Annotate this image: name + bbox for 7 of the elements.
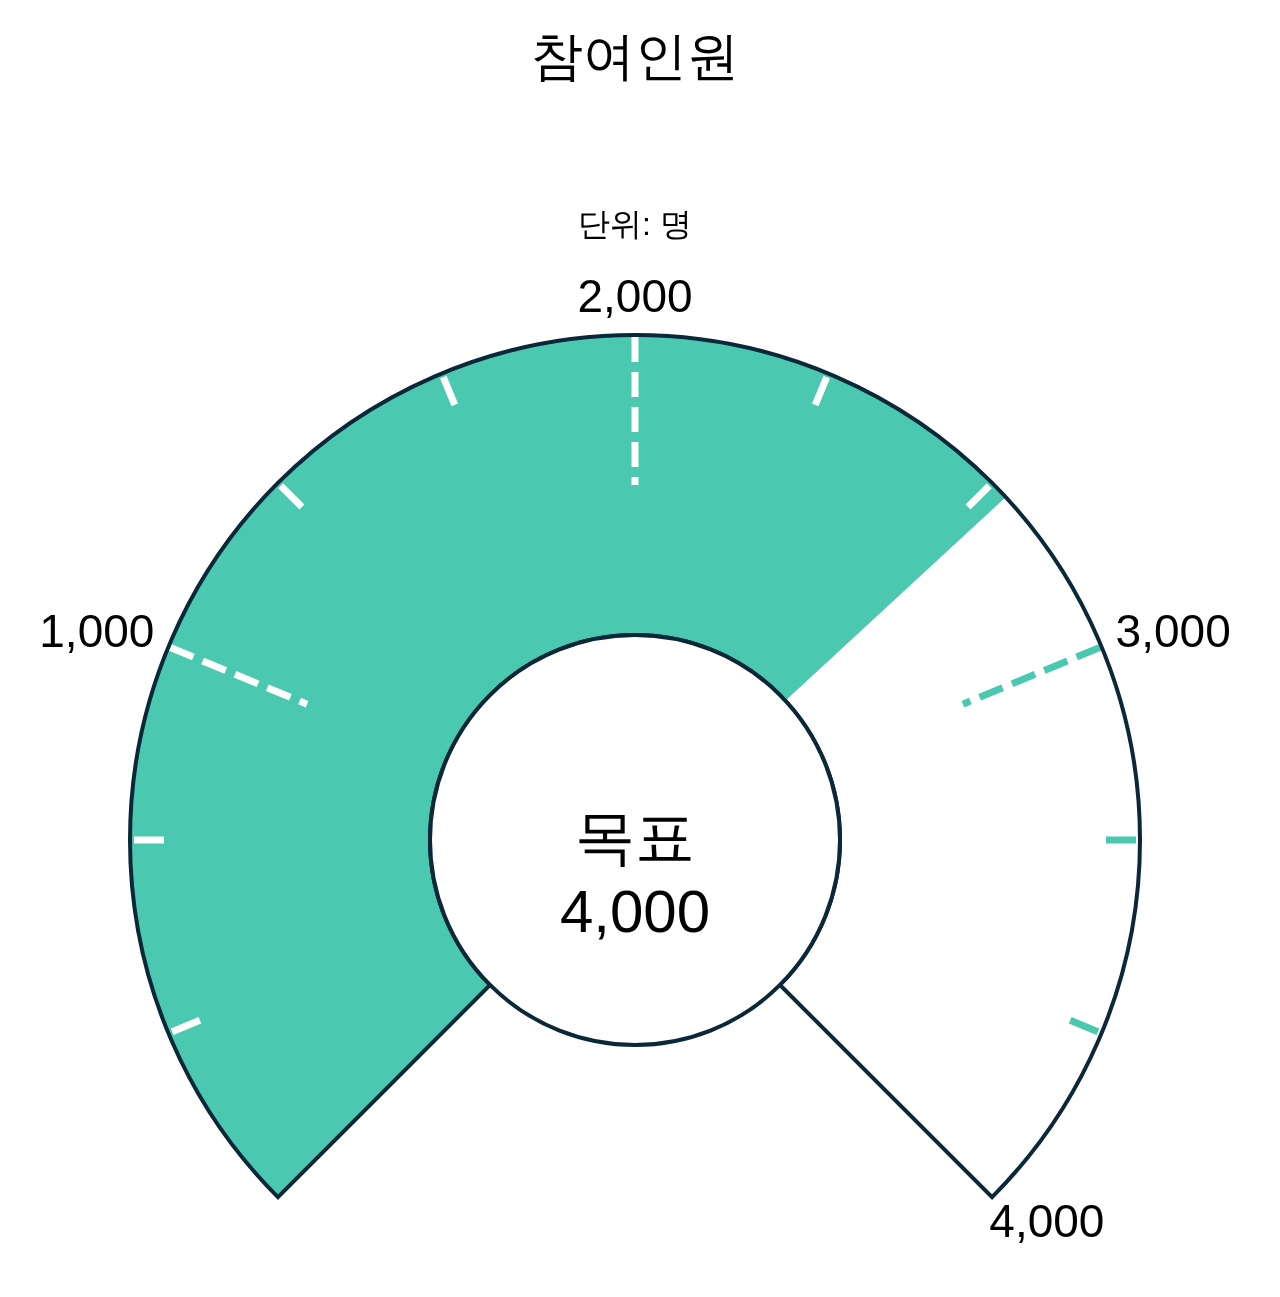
text: 1,000 <box>39 604 155 657</box>
text: 4,000 <box>989 1194 1105 1247</box>
text: 2,000 <box>577 270 693 323</box>
chart-title: 참여인원 <box>531 27 739 85</box>
text: 3,000 <box>1115 604 1231 657</box>
text: 단위: 명 <box>578 206 692 242</box>
text: 목표 4,000 <box>559 804 711 945</box>
